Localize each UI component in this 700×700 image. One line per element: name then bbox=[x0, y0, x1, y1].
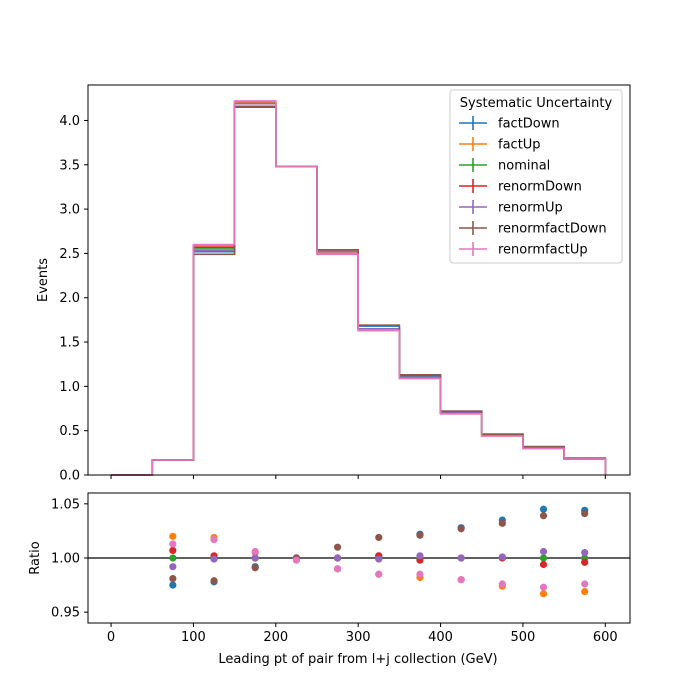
x-axis-label: Leading pt of pair from l+j collection (… bbox=[218, 652, 497, 667]
ratio-point-renormfactDown bbox=[457, 525, 465, 533]
legend-label-nominal: nominal bbox=[498, 159, 550, 174]
ratio-y-tick-label: 1.00 bbox=[51, 552, 80, 567]
top-y-tick-label: 2.0 bbox=[59, 291, 80, 306]
top-y-tick-label: 2.5 bbox=[59, 247, 80, 262]
series-line-renormfactUp bbox=[111, 100, 607, 476]
top-y-tick-label: 3.5 bbox=[59, 158, 80, 173]
top-y-tick-label: 0.0 bbox=[59, 469, 80, 484]
ratio-point-renormfactDown bbox=[539, 512, 548, 520]
ratio-point-factUp bbox=[581, 587, 589, 596]
legend-label-renormUp: renormUp bbox=[498, 201, 563, 216]
ratio-point-renormUp bbox=[210, 555, 218, 563]
ratio-point-renormfactDown bbox=[581, 509, 589, 518]
ratio-point-renormfactUp bbox=[539, 583, 548, 591]
x-tick-label: 100 bbox=[181, 630, 206, 645]
ratio-panel: 0.95 1.00 1.05 0 100 200 300 400 500 600 bbox=[51, 492, 631, 645]
legend-label-renormDown: renormDown bbox=[498, 180, 582, 195]
legend-label-factDown: factDown bbox=[498, 117, 560, 132]
ratio-point-renormUp bbox=[169, 563, 177, 571]
ratio-point-renormfactDown bbox=[498, 519, 506, 527]
legend: Systematic Uncertainty factDown factUp nomi… bbox=[449, 89, 623, 264]
ratio-point-renormfactUp bbox=[375, 570, 383, 578]
ratio-point-renormUp bbox=[333, 554, 342, 562]
ratio-point-renormDown bbox=[581, 558, 589, 566]
ratio-point-factUp bbox=[539, 590, 548, 598]
ratio-point-renormDown bbox=[539, 560, 548, 569]
ratio-point-renormUp bbox=[416, 552, 424, 560]
ratio-point-factDown bbox=[539, 505, 548, 513]
ratio-point-renormfactDown bbox=[333, 543, 342, 551]
top-panel: 0.0 0.5 1.0 1.5 2.0 2.5 3.0 3.5 4.0 bbox=[59, 84, 631, 484]
ratio-point-renormfactDown bbox=[210, 577, 218, 585]
ratio-point-renormfactUp bbox=[333, 565, 342, 573]
legend-label-renormfactDown: renormfactDown bbox=[498, 222, 607, 237]
x-tick-label: 500 bbox=[511, 630, 536, 645]
ratio-point-renormfactUp bbox=[416, 570, 424, 578]
ratio-y-tick-label: 0.95 bbox=[51, 606, 80, 621]
legend-label-renormfactUp: renormfactUp bbox=[498, 243, 588, 258]
ratio-point-renormfactDown bbox=[169, 574, 177, 583]
top-y-axis-label: Events bbox=[36, 258, 51, 302]
top-y-tick-label: 3.0 bbox=[59, 203, 80, 218]
ratio-point-renormfactUp bbox=[251, 547, 259, 556]
ratio-point-renormfactDown bbox=[375, 533, 383, 542]
ratio-y-tick-label: 1.05 bbox=[51, 497, 80, 512]
top-y-tick-label: 0.5 bbox=[59, 424, 80, 439]
ratio-y-axis-label: Ratio bbox=[28, 541, 43, 574]
top-y-tick-label: 4.0 bbox=[59, 114, 80, 129]
ratio-point-renormfactUp bbox=[169, 540, 177, 548]
ratio-point-renormfactUp bbox=[498, 580, 506, 588]
x-tick-label: 0 bbox=[107, 630, 115, 645]
ratio-point-renormDown bbox=[169, 546, 177, 555]
ratio-point-renormUp bbox=[251, 554, 259, 562]
x-tick-label: 400 bbox=[428, 630, 453, 645]
ratio-point-renormUp bbox=[457, 554, 465, 562]
ratio-point-renormfactUp bbox=[457, 576, 465, 584]
legend-title: Systematic Uncertainty bbox=[460, 96, 613, 111]
ratio-point-nominal bbox=[539, 554, 548, 562]
x-tick-label: 600 bbox=[593, 630, 618, 645]
x-tick-label: 200 bbox=[263, 630, 288, 645]
legend-label-factUp: factUp bbox=[498, 138, 541, 153]
ratio-point-renormfactDown bbox=[416, 531, 424, 539]
ratio-point-renormfactUp bbox=[292, 556, 300, 564]
ratio-point-renormUp bbox=[539, 547, 548, 556]
ratio-point-renormUp bbox=[375, 555, 383, 563]
x-tick-label: 300 bbox=[346, 630, 371, 645]
ratio-point-factDown bbox=[169, 581, 177, 589]
ratio-point-factUp bbox=[169, 532, 177, 540]
legend-box bbox=[449, 89, 623, 264]
top-y-tick-label: 1.0 bbox=[59, 380, 80, 395]
top-y-tick-label: 1.5 bbox=[59, 336, 80, 351]
ratio-point-renormfactUp bbox=[210, 535, 218, 544]
ratio-point-renormfactUp bbox=[581, 580, 589, 588]
top-plot-frame bbox=[87, 84, 631, 476]
ratio-point-renormUp bbox=[498, 553, 506, 561]
ratio-point-renormfactDown bbox=[251, 564, 259, 572]
ratio-point-renormUp bbox=[581, 548, 589, 557]
ratio-point-nominal bbox=[169, 554, 177, 562]
